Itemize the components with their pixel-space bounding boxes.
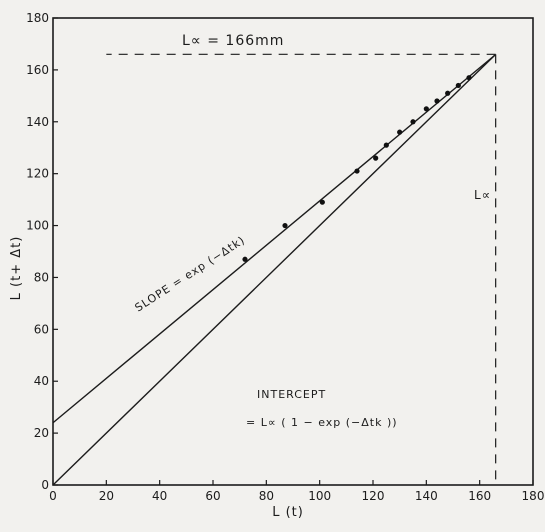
data-point (397, 129, 403, 135)
x-axis-title: L (t) (272, 505, 304, 520)
identity-line (52, 53, 497, 486)
x-tick-label: 20 (99, 489, 114, 503)
y-tick-label: 100 (26, 219, 49, 233)
x-tick-label: 80 (259, 489, 274, 503)
data-point (423, 106, 429, 112)
plot-frame (52, 17, 534, 486)
data-point (354, 168, 360, 174)
data-point (282, 222, 288, 229)
annotation-intercept-formula: = L∝ ( 1 − exp (−Δtk )) (246, 416, 398, 429)
data-point (319, 199, 325, 205)
data-point (466, 75, 472, 81)
annotations: L∝ = 166mm L∝ SLOPE = exp (−Δtk) INTERCE… (133, 33, 491, 429)
data-point (242, 256, 248, 262)
annotation-slope: SLOPE = exp (−Δtk) (133, 233, 248, 314)
y-axis-title: L (t+ Δt) (9, 236, 24, 301)
y-tick-label: 0 (41, 478, 49, 492)
y-tick-label: 40 (34, 374, 49, 388)
y-tick-label: 140 (26, 115, 49, 129)
y-tick-label: 60 (34, 322, 49, 336)
x-tick-label: 100 (308, 489, 331, 503)
axes: 0 20 40 60 80 100 120 140 160 180 0 20 40 60 80 100 120 1… (26, 11, 544, 503)
annotation-linf-top: L∝ = 166mm (182, 33, 284, 49)
annotation-intercept-title: INTERCEPT (257, 388, 326, 401)
chart-lines (52, 53, 497, 486)
fit-line (52, 53, 497, 424)
x-tick-label: 160 (468, 489, 491, 503)
x-tick-label: 120 (362, 489, 385, 503)
x-tick-label: 140 (415, 489, 438, 503)
data-point (410, 119, 416, 125)
annotation-linf-side: L∝ (474, 188, 491, 202)
x-tick-label: 0 (49, 489, 57, 503)
x-tick-label: 40 (152, 489, 167, 503)
data-point (383, 142, 389, 148)
data-point (434, 98, 440, 104)
y-tick-label: 160 (26, 63, 49, 77)
y-tick-label: 20 (34, 426, 49, 440)
data-point (373, 155, 379, 161)
y-tick-label: 80 (34, 270, 49, 284)
data-point (455, 82, 461, 89)
data-point (445, 90, 451, 96)
data-points (242, 75, 472, 262)
y-tick-label: 180 (26, 11, 49, 25)
y-tick-label: 120 (26, 167, 49, 181)
x-tick-label: 180 (522, 489, 545, 503)
x-tick-label: 60 (205, 489, 220, 503)
